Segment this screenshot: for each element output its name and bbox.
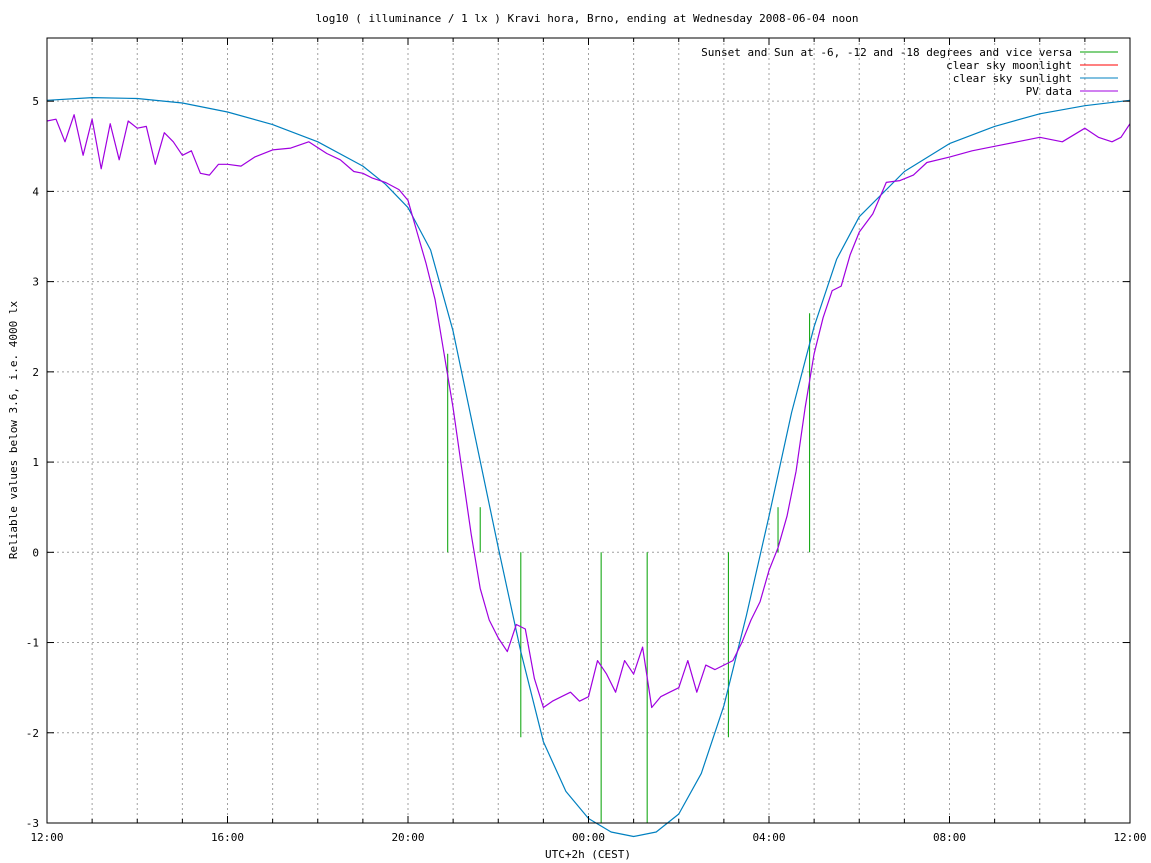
series-pv-data xyxy=(46,114,1131,709)
y-axis: 5 4 3 2 1 0 -1 -2 -3 xyxy=(26,95,1130,830)
legend: Sunset and Sun at -6, -12 and -18 degree… xyxy=(701,46,1118,98)
y-tick-label: 3 xyxy=(32,276,39,289)
y-tick-label: -2 xyxy=(26,727,39,740)
y-tick-label: 2 xyxy=(32,366,39,379)
y-axis-label: Reliable values below 3.6, i.e. 4000 lx xyxy=(7,300,20,559)
x-tick-label: 16:00 xyxy=(211,831,244,844)
y-tick-label: 1 xyxy=(32,456,39,469)
legend-label: clear sky moonlight xyxy=(946,59,1072,72)
series-layer xyxy=(46,96,1131,838)
x-tick-label: 12:00 xyxy=(30,831,63,844)
chart-title: log10 ( illuminance / 1 lx ) Kravi hora,… xyxy=(315,12,858,25)
legend-label: clear sky sunlight xyxy=(953,72,1072,85)
x-tick-label: 12:00 xyxy=(1113,831,1146,844)
y-tick-label: 5 xyxy=(32,95,39,108)
y-tick-label: 4 xyxy=(32,185,39,198)
x-axis-label: UTC+2h (CEST) xyxy=(545,848,631,861)
y-tick-label: -3 xyxy=(26,817,39,830)
y-tick-label: 0 xyxy=(32,546,39,559)
x-tick-label: 20:00 xyxy=(391,831,424,844)
legend-label: PV data xyxy=(1026,85,1072,98)
legend-label: Sunset and Sun at -6, -12 and -18 degree… xyxy=(701,46,1072,59)
x-tick-label: 08:00 xyxy=(933,831,966,844)
plot-frame xyxy=(46,37,1131,824)
event-lines xyxy=(447,313,811,823)
x-tick-label: 00:00 xyxy=(572,831,605,844)
x-axis: 12:00 16:00 20:00 00:00 04:00 08:00 12:00 xyxy=(30,38,1147,844)
y-tick-label: -1 xyxy=(26,637,39,650)
grid xyxy=(47,38,1130,823)
series-clear-sky-sunlight xyxy=(46,96,1131,838)
x-tick-label: 04:00 xyxy=(752,831,785,844)
